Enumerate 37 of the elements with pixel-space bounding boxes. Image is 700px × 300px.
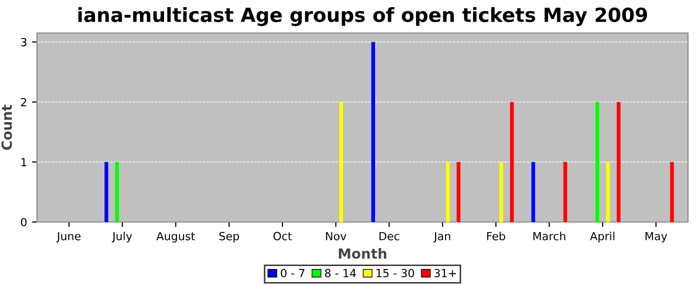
bar — [499, 162, 504, 222]
bar — [595, 102, 600, 222]
y-tick-label: 1 — [21, 158, 26, 166]
bar — [371, 42, 376, 222]
x-tick-label: Nov — [326, 232, 346, 240]
y-tick-label: 3 — [21, 38, 26, 46]
x-tick-label: August — [156, 232, 195, 242]
x-tick-label: Oct — [273, 232, 292, 240]
y-tick-label: 0 — [20, 218, 27, 226]
bar — [616, 102, 620, 222]
x-tick-label: Jan — [433, 232, 450, 242]
bar — [563, 162, 568, 222]
chart-title: iana-multicast Age groups of open tickets May 2009 — [78, 7, 648, 26]
y-axis-title: Count — [1, 104, 12, 150]
x-axis-title: Month — [338, 248, 386, 259]
x-tick-label: Feb — [487, 232, 506, 240]
bar — [510, 102, 514, 222]
bar — [115, 162, 119, 222]
bar — [456, 162, 460, 222]
bar — [446, 162, 450, 222]
legend-label: 15 - 30 — [376, 268, 414, 278]
x-tick-label: June — [56, 232, 81, 242]
bar — [670, 162, 674, 222]
y-tick-label: 2 — [21, 98, 26, 106]
legend-label: 8 - 14 — [324, 268, 356, 278]
x-tick-label: April — [590, 232, 614, 242]
legend-label: 31+ — [434, 268, 456, 278]
x-tick-label: Sep — [219, 232, 239, 242]
bar — [531, 162, 536, 222]
x-tick-label: March — [533, 232, 566, 240]
bar — [104, 162, 108, 222]
x-tick-label: May — [646, 232, 668, 242]
x-tick-label: July — [112, 232, 132, 242]
legend-label: 0 - 7 — [280, 268, 304, 278]
bar — [606, 162, 610, 222]
x-tick-label: Dec — [380, 232, 400, 240]
bar — [339, 102, 344, 222]
